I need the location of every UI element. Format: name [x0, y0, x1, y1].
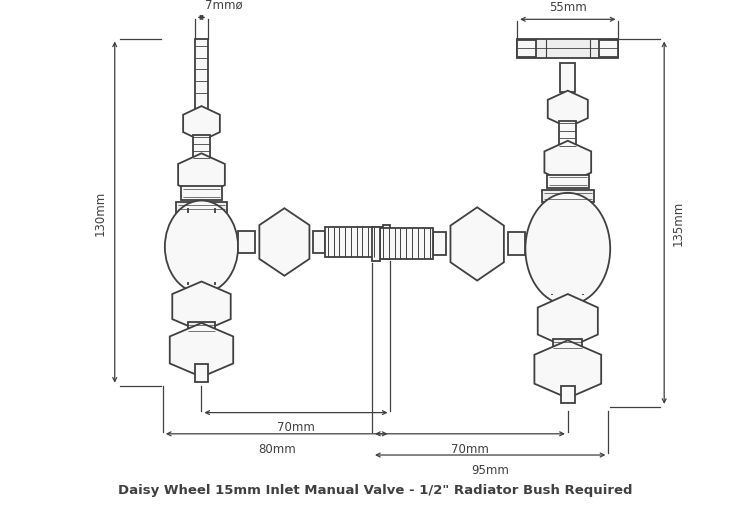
- Bar: [182, 187, 222, 200]
- Bar: [188, 323, 215, 333]
- Bar: [433, 233, 446, 256]
- Text: 135mm: 135mm: [672, 201, 685, 246]
- Bar: [554, 340, 582, 351]
- Bar: [518, 40, 619, 59]
- Bar: [238, 232, 256, 253]
- Polygon shape: [183, 107, 220, 142]
- Polygon shape: [172, 282, 231, 332]
- Bar: [325, 227, 382, 258]
- Text: 80mm: 80mm: [258, 442, 296, 455]
- Polygon shape: [544, 142, 591, 184]
- Polygon shape: [178, 154, 225, 196]
- Bar: [599, 41, 619, 58]
- Bar: [193, 136, 210, 161]
- Bar: [314, 232, 325, 253]
- Bar: [542, 190, 594, 202]
- Text: 70mm: 70mm: [451, 442, 489, 455]
- Bar: [560, 64, 575, 93]
- Bar: [380, 229, 433, 260]
- Text: 130mm: 130mm: [94, 190, 107, 235]
- Bar: [382, 225, 391, 260]
- Polygon shape: [170, 323, 233, 377]
- Ellipse shape: [525, 193, 610, 305]
- Text: 70mm: 70mm: [277, 420, 315, 434]
- Bar: [508, 233, 525, 256]
- Bar: [518, 41, 536, 58]
- Text: 95mm: 95mm: [471, 463, 509, 476]
- Bar: [547, 175, 589, 189]
- Polygon shape: [260, 209, 310, 276]
- Bar: [195, 40, 208, 110]
- Text: Daisy Wheel 15mm Inlet Manual Valve - 1/2" Radiator Bush Required: Daisy Wheel 15mm Inlet Manual Valve - 1/…: [118, 483, 632, 496]
- Bar: [559, 122, 577, 148]
- Polygon shape: [538, 295, 598, 348]
- Polygon shape: [535, 341, 602, 399]
- Text: 55mm: 55mm: [549, 1, 586, 14]
- Bar: [561, 386, 574, 403]
- Bar: [195, 364, 208, 382]
- Bar: [372, 227, 380, 262]
- Bar: [176, 202, 226, 214]
- Polygon shape: [548, 92, 588, 128]
- Text: 7mmø: 7mmø: [206, 0, 243, 12]
- Ellipse shape: [165, 201, 238, 294]
- Polygon shape: [451, 208, 504, 281]
